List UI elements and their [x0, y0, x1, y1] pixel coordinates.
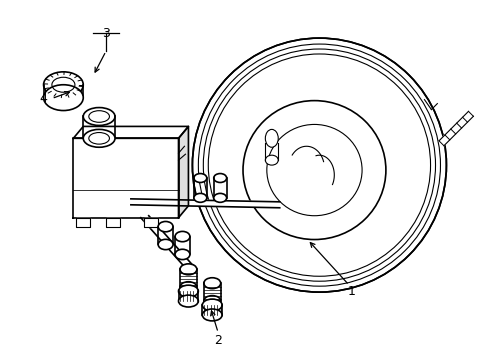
- Ellipse shape: [83, 108, 115, 125]
- Ellipse shape: [83, 129, 115, 147]
- Ellipse shape: [265, 155, 278, 165]
- Ellipse shape: [213, 193, 226, 202]
- Polygon shape: [76, 218, 90, 227]
- Ellipse shape: [202, 299, 222, 311]
- Ellipse shape: [203, 296, 220, 306]
- Polygon shape: [141, 216, 196, 271]
- Text: 2: 2: [214, 334, 222, 347]
- Ellipse shape: [194, 193, 206, 202]
- Polygon shape: [438, 111, 472, 146]
- Text: 1: 1: [346, 285, 354, 298]
- Ellipse shape: [192, 38, 446, 292]
- Text: 4: 4: [40, 92, 47, 105]
- Polygon shape: [131, 199, 279, 208]
- Polygon shape: [106, 218, 120, 227]
- Ellipse shape: [178, 285, 198, 297]
- Ellipse shape: [180, 264, 197, 275]
- Ellipse shape: [213, 174, 226, 183]
- Ellipse shape: [180, 282, 197, 293]
- Ellipse shape: [243, 100, 385, 239]
- Ellipse shape: [158, 221, 173, 232]
- Polygon shape: [178, 126, 188, 218]
- Ellipse shape: [43, 72, 83, 98]
- Ellipse shape: [202, 309, 222, 321]
- Ellipse shape: [265, 129, 278, 147]
- Ellipse shape: [194, 174, 206, 183]
- Ellipse shape: [178, 295, 198, 307]
- Polygon shape: [143, 218, 157, 227]
- Ellipse shape: [43, 85, 83, 111]
- Text: 3: 3: [102, 27, 110, 40]
- Ellipse shape: [158, 239, 173, 249]
- Polygon shape: [73, 138, 178, 218]
- Ellipse shape: [175, 249, 189, 260]
- Ellipse shape: [203, 278, 220, 289]
- Polygon shape: [73, 126, 188, 138]
- Ellipse shape: [175, 231, 189, 242]
